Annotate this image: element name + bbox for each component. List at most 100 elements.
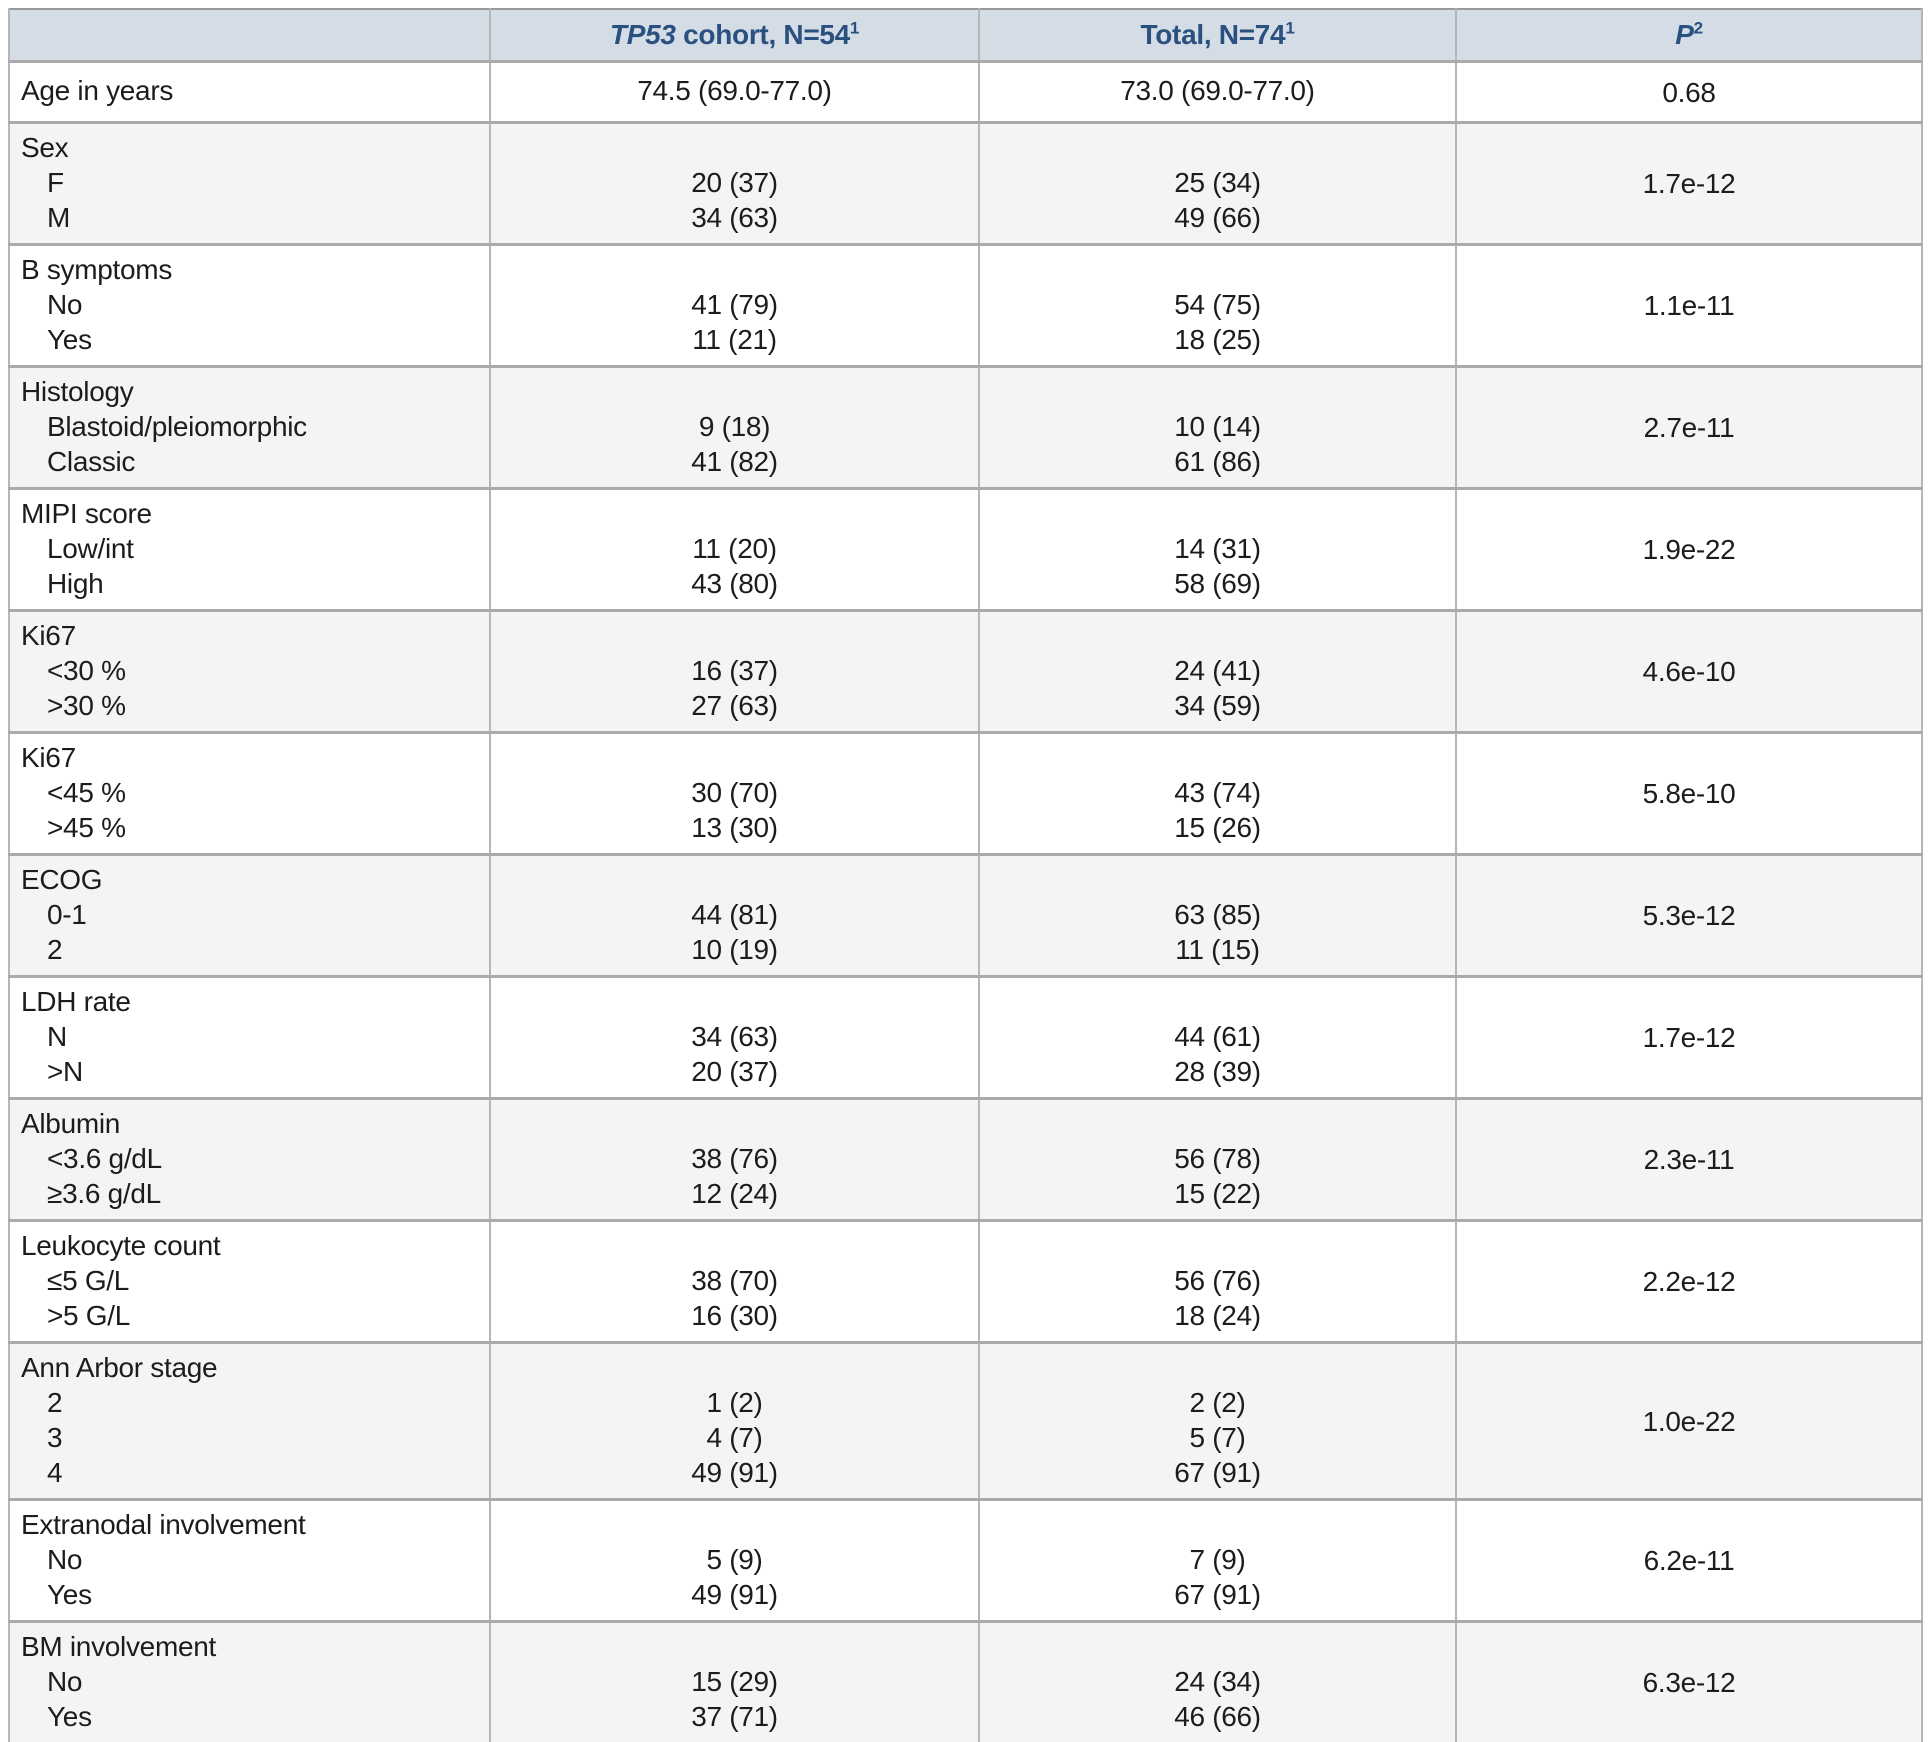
group-label: Ann Arbor stage (21, 1352, 218, 1383)
category-label: ≤5 G/L (47, 1265, 130, 1296)
group-label: Leukocyte count (21, 1230, 221, 1261)
p-value: 0.68 (1662, 76, 1716, 108)
category-label: 2 (47, 1387, 63, 1418)
p-value-cell: 4.6e-10 (1455, 609, 1923, 733)
p-label: P (1675, 19, 1694, 50)
tp53-value: 1 (2) (706, 1387, 763, 1418)
p-value-cell: 2.2e-12 (1455, 1219, 1923, 1343)
total-value: 2 (2) (1189, 1387, 1246, 1418)
group-label: Extranodal involvement (21, 1509, 306, 1540)
tp53-value: 49 (91) (691, 1457, 778, 1488)
tp53-cohort-label: cohort, N=54 (675, 19, 850, 50)
spacer-line (981, 496, 1454, 531)
total-value-cell: 24 (41) 34 (59) (978, 609, 1457, 733)
tp53-value: 9 (18) (698, 411, 771, 442)
group-label: BM involvement (21, 1631, 216, 1662)
tp53-value: 49 (91) (691, 1579, 778, 1610)
tp53-value: 38 (76) (691, 1143, 778, 1174)
header-row: TP53 cohort, N=541 Total, N=741 P2 (8, 9, 1923, 63)
tp53-value: 43 (80) (691, 568, 778, 599)
category-label: Classic (47, 446, 136, 477)
tp53-value: 15 (29) (691, 1666, 778, 1697)
total-value-cell: 44 (61) 28 (39) (978, 975, 1457, 1099)
total-value: 43 (74) (1174, 777, 1261, 808)
characteristic-cell: Ki67 <45 % >45 % (8, 731, 491, 855)
characteristic-cell: Ki67 <30 % >30 % (8, 609, 491, 733)
table-row: Albumin <3.6 g/dL ≥3.6 g/dL 38 (76) 12 (24)… (8, 1097, 1923, 1221)
tp53-cohort-value-cell: 38 (76) 12 (24) (489, 1097, 980, 1221)
p-value: 5.8e-10 (1642, 778, 1736, 809)
characteristic-cell: Age in years (8, 60, 491, 123)
category-label: Yes (47, 324, 92, 355)
tp53-value: 30 (70) (691, 777, 778, 808)
tp53-cohort-value-cell: 20 (37) 34 (63) (489, 121, 980, 245)
total-value-cell: 25 (34) 49 (66) (978, 121, 1457, 245)
spacer-line (492, 1629, 977, 1664)
group-label: Sex (21, 132, 69, 163)
category-label: 4 (47, 1457, 63, 1488)
total-value: 14 (31) (1174, 533, 1261, 564)
total-value-cell: 14 (31) 58 (69) (978, 487, 1457, 611)
table-row: Leukocyte count ≤5 G/L >5 G/L 38 (70) 16 (3… (8, 1219, 1923, 1343)
p-value-cell: 1.0e-22 (1455, 1341, 1923, 1500)
p-value: 5.3e-12 (1642, 900, 1736, 931)
tp53-value: 16 (37) (691, 655, 778, 686)
tp53-value: 11 (21) (692, 324, 777, 355)
table-row: ECOG 0-1 2 44 (81) 10 (19) 63 (85) 11 (15) 5.… (8, 853, 1923, 977)
spacer-line (492, 252, 977, 287)
total-value: 28 (39) (1174, 1056, 1261, 1087)
spacer-line (492, 740, 977, 775)
group-label: Ki67 (21, 620, 76, 651)
p-value-cell: 6.2e-11 (1455, 1498, 1923, 1622)
tp53-value: 34 (63) (691, 1021, 778, 1052)
total-value: 67 (91) (1174, 1579, 1261, 1610)
category-label: F (47, 167, 64, 198)
group-label: Albumin (21, 1108, 121, 1139)
tp53-cohort-value-cell: 15 (29) 37 (71) (489, 1620, 980, 1742)
table-row: Extranodal involvement No Yes 5 (9) 49 (91)… (8, 1498, 1923, 1622)
spacer-line (492, 1106, 977, 1141)
table-row: Ann Arbor stage 2 3 4 1 (2) 4 (7) 49 (91) 2 (… (8, 1341, 1923, 1500)
table-row: Histology Blastoid/pleiomorphic Classic 9 … (8, 365, 1923, 489)
tp53-cohort-value-cell: 34 (63) 20 (37) (489, 975, 980, 1099)
total-value: 61 (86) (1174, 446, 1261, 477)
group-label: ECOG (21, 864, 103, 895)
tp53-value: 5 (9) (706, 1544, 763, 1575)
total-value-cell: 56 (76) 18 (24) (978, 1219, 1457, 1343)
spacer-line (981, 1507, 1454, 1542)
p-value-cell: 1.9e-22 (1455, 487, 1923, 611)
characteristic-cell: B symptoms No Yes (8, 243, 491, 367)
spacer-line (981, 1350, 1454, 1385)
total-value: 10 (14) (1174, 411, 1261, 442)
spacer-line (492, 984, 977, 1019)
tp53-value: 11 (20) (692, 533, 777, 564)
total-value-cell: 24 (34) 46 (66) (978, 1620, 1457, 1742)
group-label: Ki67 (21, 742, 76, 773)
total-value: 34 (59) (1174, 690, 1261, 721)
p-value-cell: 1.1e-11 (1455, 243, 1923, 367)
total-value: 25 (34) (1174, 167, 1261, 198)
total-value-cell: 43 (74) 15 (26) (978, 731, 1457, 855)
category-label: >N (47, 1056, 83, 1087)
total-value: 56 (78) (1174, 1143, 1261, 1174)
total-value-cell: 63 (85) 11 (15) (978, 853, 1457, 977)
category-label: High (47, 568, 104, 599)
spacer-line (492, 130, 977, 165)
total-label: Total, N=74 (1140, 19, 1286, 50)
characteristic-cell: Histology Blastoid/pleiomorphic Classic (8, 365, 491, 489)
category-label: No (47, 1666, 83, 1697)
header-characteristic-cell (8, 9, 491, 63)
p-value: 1.9e-22 (1642, 534, 1736, 565)
spacer-line (981, 130, 1454, 165)
category-label: Yes (47, 1701, 92, 1732)
spacer-line (492, 374, 977, 409)
category-label: Blastoid/pleiomorphic (47, 411, 307, 442)
characteristic-cell: MIPI score Low/int High (8, 487, 491, 611)
total-value: 58 (69) (1174, 568, 1261, 599)
tp53-cohort-value-cell: 74.5 (69.0-77.0) (489, 60, 980, 123)
category-label: No (47, 1544, 83, 1575)
category-label: >30 % (47, 690, 126, 721)
total-value: 46 (66) (1174, 1701, 1261, 1732)
spacer-line (981, 984, 1454, 1019)
